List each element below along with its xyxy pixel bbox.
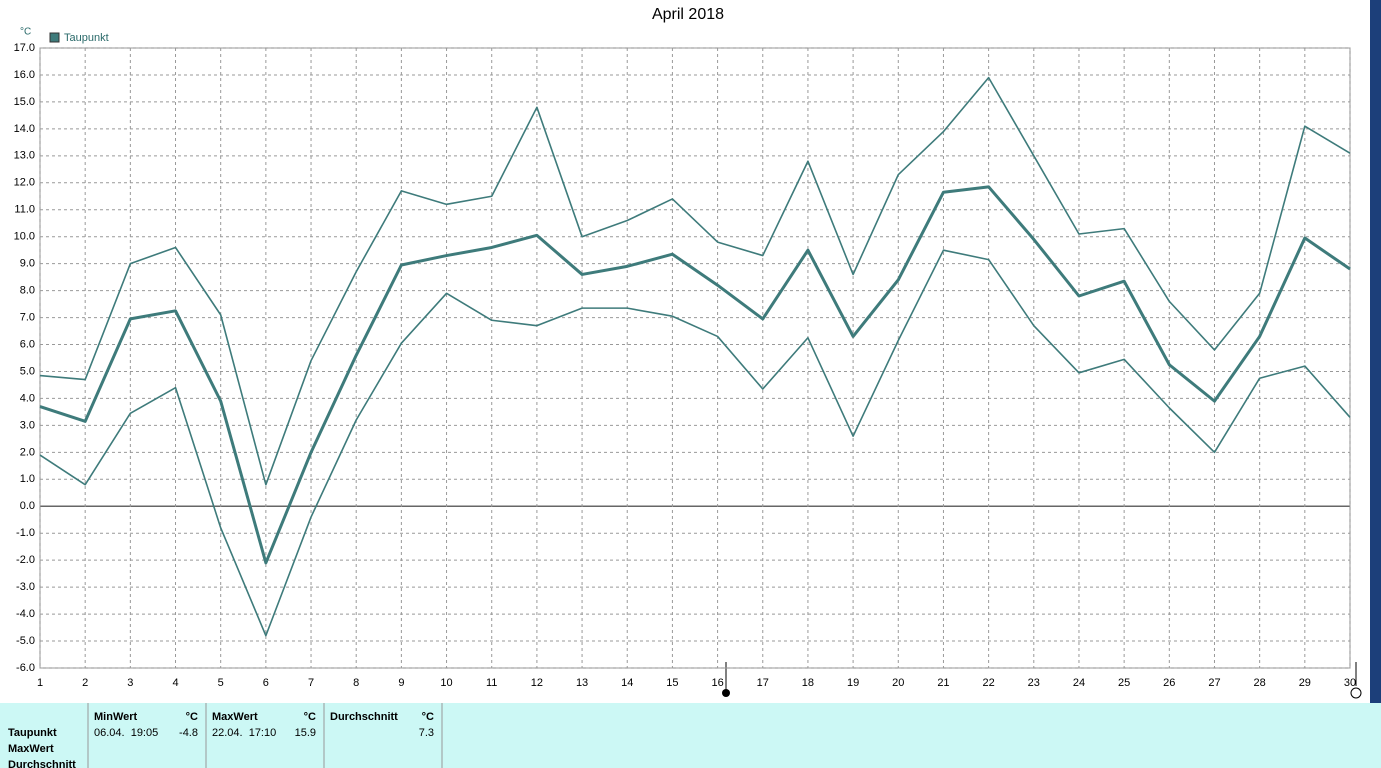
y-unit: °C — [20, 27, 31, 38]
col-header: Durchschnitt — [330, 711, 398, 723]
col-unit: °C — [422, 711, 434, 723]
y-tick-label: 5.0 — [20, 365, 35, 377]
x-tick-label: 5 — [218, 677, 224, 689]
min-value: -4.8 — [179, 727, 198, 739]
x-tick-label: 15 — [666, 677, 678, 689]
y-tick-label: 15.0 — [14, 96, 35, 108]
min-time: 06.04. 19:05 — [94, 727, 158, 739]
series-line — [39, 76, 1351, 486]
y-tick-label: 4.0 — [20, 392, 35, 404]
y-tick-label: 8.0 — [20, 285, 35, 297]
stats-panel — [0, 703, 1381, 768]
avg-value: 7.3 — [419, 727, 434, 739]
x-tick-label: 18 — [802, 677, 814, 689]
y-tick-label: 11.0 — [14, 204, 35, 216]
y-tick-label: -2.0 — [16, 554, 35, 566]
x-tick-label: 11 — [486, 677, 497, 689]
plot-frame — [39, 47, 1351, 669]
x-tick-label: 4 — [172, 677, 178, 689]
x-tick-label: 14 — [621, 677, 633, 689]
x-tick-label: 7 — [308, 677, 314, 689]
y-tick-label: 1.0 — [20, 473, 35, 485]
y-tick-label: 3.0 — [20, 419, 35, 431]
x-tick-label: 17 — [757, 677, 769, 689]
end-marker — [1350, 687, 1362, 699]
y-tick-label: -1.0 — [16, 527, 35, 539]
legend-swatch — [49, 32, 60, 43]
x-tick-label: 21 — [937, 677, 949, 689]
x-tick-label: 22 — [982, 677, 994, 689]
row-label: Durchschnitt — [8, 759, 76, 768]
col-header: MinWert — [94, 711, 138, 723]
x-tick-label: 19 — [847, 677, 859, 689]
x-tick-label: 16 — [711, 677, 723, 689]
row-label: MaxWert — [8, 743, 54, 755]
x-tick-label: 24 — [1073, 677, 1085, 689]
x-tick-label: 3 — [127, 677, 133, 689]
x-tick-label: 13 — [576, 677, 588, 689]
y-tick-label: -5.0 — [16, 635, 35, 647]
y-tick-label: -3.0 — [16, 581, 35, 593]
x-tick-label: 30 — [1344, 677, 1356, 689]
y-tick-label: -6.0 — [16, 662, 35, 674]
x-tick-label: 8 — [353, 677, 359, 689]
x-tick-label: 29 — [1299, 677, 1311, 689]
col-unit: °C — [304, 711, 316, 723]
col-header: MaxWert — [212, 711, 258, 723]
y-tick-label: 9.0 — [20, 258, 35, 270]
series-line — [39, 185, 1351, 565]
y-tick-label: 16.0 — [14, 69, 35, 81]
x-tick-label: 27 — [1208, 677, 1220, 689]
x-tick-label: 10 — [440, 677, 452, 689]
x-tick-label: 20 — [892, 677, 904, 689]
x-tick-label: 25 — [1118, 677, 1130, 689]
y-tick-label: 12.0 — [14, 177, 35, 189]
col-unit: °C — [186, 711, 198, 723]
y-tick-label: 7.0 — [20, 311, 35, 323]
y-tick-label: 2.0 — [20, 446, 35, 458]
row-label: Taupunkt — [8, 727, 57, 739]
x-tick-label: 23 — [1028, 677, 1040, 689]
max-value: 15.9 — [295, 727, 316, 739]
max-time: 22.04. 17:10 — [212, 727, 276, 739]
x-tick-label: 9 — [398, 677, 404, 689]
y-tick-label: 17.0 — [14, 42, 35, 54]
series-line — [39, 249, 1351, 637]
x-tick-label: 6 — [263, 677, 269, 689]
y-tick-label: 6.0 — [20, 338, 35, 350]
y-tick-label: 10.0 — [14, 231, 35, 243]
x-tick-label: 28 — [1254, 677, 1266, 689]
x-tick-label: 1 — [37, 677, 43, 689]
x-tick-label: 2 — [82, 677, 88, 689]
x-tick-label: 26 — [1163, 677, 1175, 689]
y-tick-label: 14.0 — [14, 123, 35, 135]
y-tick-label: 13.0 — [14, 150, 35, 162]
y-tick-label: -4.0 — [16, 608, 35, 620]
cursor-marker — [722, 689, 730, 697]
desktop-strip — [1370, 0, 1381, 703]
chart-title: April 2018 — [652, 6, 724, 23]
stats-table: MinWert °C MaxWert °C Durchschnitt °C Ta… — [8, 703, 443, 768]
legend-label: Taupunkt — [64, 32, 109, 44]
x-tick-label: 12 — [531, 677, 543, 689]
y-tick-label: 0.0 — [20, 500, 35, 512]
